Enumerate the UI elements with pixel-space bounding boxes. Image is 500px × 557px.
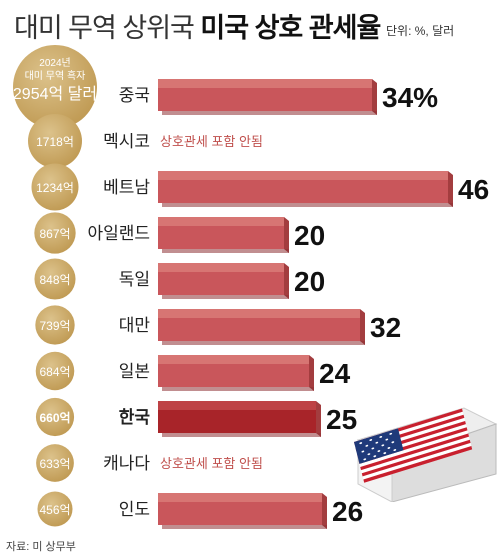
bar-top-shade [158,309,360,318]
trade-surplus-label: 739억 [39,319,70,333]
bubble-header-value: 2954억 달러 [13,85,97,103]
trade-surplus-bubble [34,258,76,300]
trade-surplus-bubble [13,45,97,129]
category-label: 베트남 [103,178,150,197]
category-label: 멕시코 [103,132,150,151]
value-label: 20 [294,266,325,297]
category-label: 한국 [119,408,151,427]
bar-side [322,493,327,529]
trade-surplus-bubble [37,491,73,527]
bar-side [284,217,289,253]
value-label: 25 [326,404,357,435]
bubble-header-caption: 대미 무역 흑자 [25,69,86,82]
source-note: 자료: 미 상무부 [6,541,76,553]
bar-bottom-shadow [162,525,327,529]
trade-surplus-label: 633억 [39,457,70,471]
trade-surplus-bubble [35,351,75,391]
category-label: 일본 [119,362,150,381]
category-label: 중국 [119,86,150,105]
category-label: 아일랜드 [87,224,150,243]
trade-surplus-bubble [34,212,76,254]
trade-surplus-label: 867억 [39,227,70,241]
trade-surplus-bubble [28,114,82,168]
bar-top-shade [158,171,448,180]
category-label: 캐나다 [103,454,150,473]
unit-label: 단위: %, 달러 [386,24,455,38]
trade-surplus-label: 684억 [39,365,70,379]
value-label: 20 [294,220,325,251]
category-label: 독일 [119,270,150,289]
bar-side [309,355,314,391]
chart-title: 대미 무역 상위국 미국 상호 관세율 [14,6,381,45]
trade-surplus-label: 456억 [39,503,70,517]
bar-top-shade [158,263,284,272]
bar-side [360,309,365,345]
trade-surplus-label: 848억 [39,273,70,287]
bar-side [316,401,321,437]
category-label: 인도 [119,500,150,519]
no-tariff-note: 상호관세 포함 안됨 [160,456,263,471]
bar-top-shade [158,401,316,410]
title-bold: 미국 상호 관세율 [200,13,381,43]
no-tariff-note: 상호관세 포함 안됨 [160,134,263,149]
bar-side [448,171,453,207]
trade-surplus-bubble [35,397,75,437]
bar-side [372,79,377,115]
bar-top-shade [158,355,309,364]
bar-bottom-shadow [162,387,314,391]
bar-bottom-shadow [162,341,365,345]
bar-bottom-shadow [162,111,377,115]
us-flag-box-icon [354,407,498,502]
bar-bottom-shadow [162,295,289,299]
trade-surplus-label: 1234억 [36,181,74,195]
trade-surplus-label: 1718억 [36,135,74,149]
trade-surplus-bubble [31,163,79,211]
value-label: 32 [370,312,401,343]
bubble-header-year: 2024년 [39,57,70,69]
bar-bottom-shadow [162,203,453,207]
title-normal: 대미 무역 상위국 [14,13,195,43]
bar-bottom-shadow [162,249,289,253]
trade-surplus-label: 660억 [39,411,70,425]
bar-bottom-shadow [162,433,321,437]
category-label: 대만 [119,316,151,335]
bar-top-shade [158,493,322,502]
value-label: 46 [458,174,489,205]
value-label: 34% [382,82,438,113]
bar-top-shade [158,79,372,88]
value-label: 26 [332,496,363,527]
bar-top-shade [158,217,284,226]
trade-surplus-bubble [35,305,75,345]
trade-surplus-bubble [36,444,74,482]
bar-side [284,263,289,299]
value-label: 24 [319,358,351,389]
